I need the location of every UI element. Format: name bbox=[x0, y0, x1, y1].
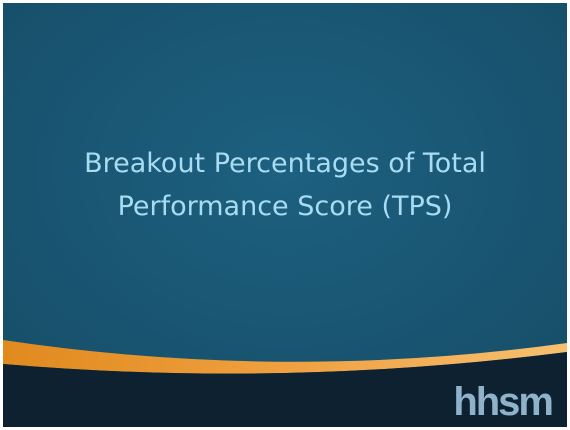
title-line: Breakout Percentages of Total bbox=[84, 148, 486, 179]
orange-swoosh bbox=[3, 340, 567, 374]
title-line: Performance Score (TPS) bbox=[118, 191, 453, 222]
footer-band bbox=[3, 352, 567, 427]
logo: hhsm bbox=[453, 380, 552, 424]
